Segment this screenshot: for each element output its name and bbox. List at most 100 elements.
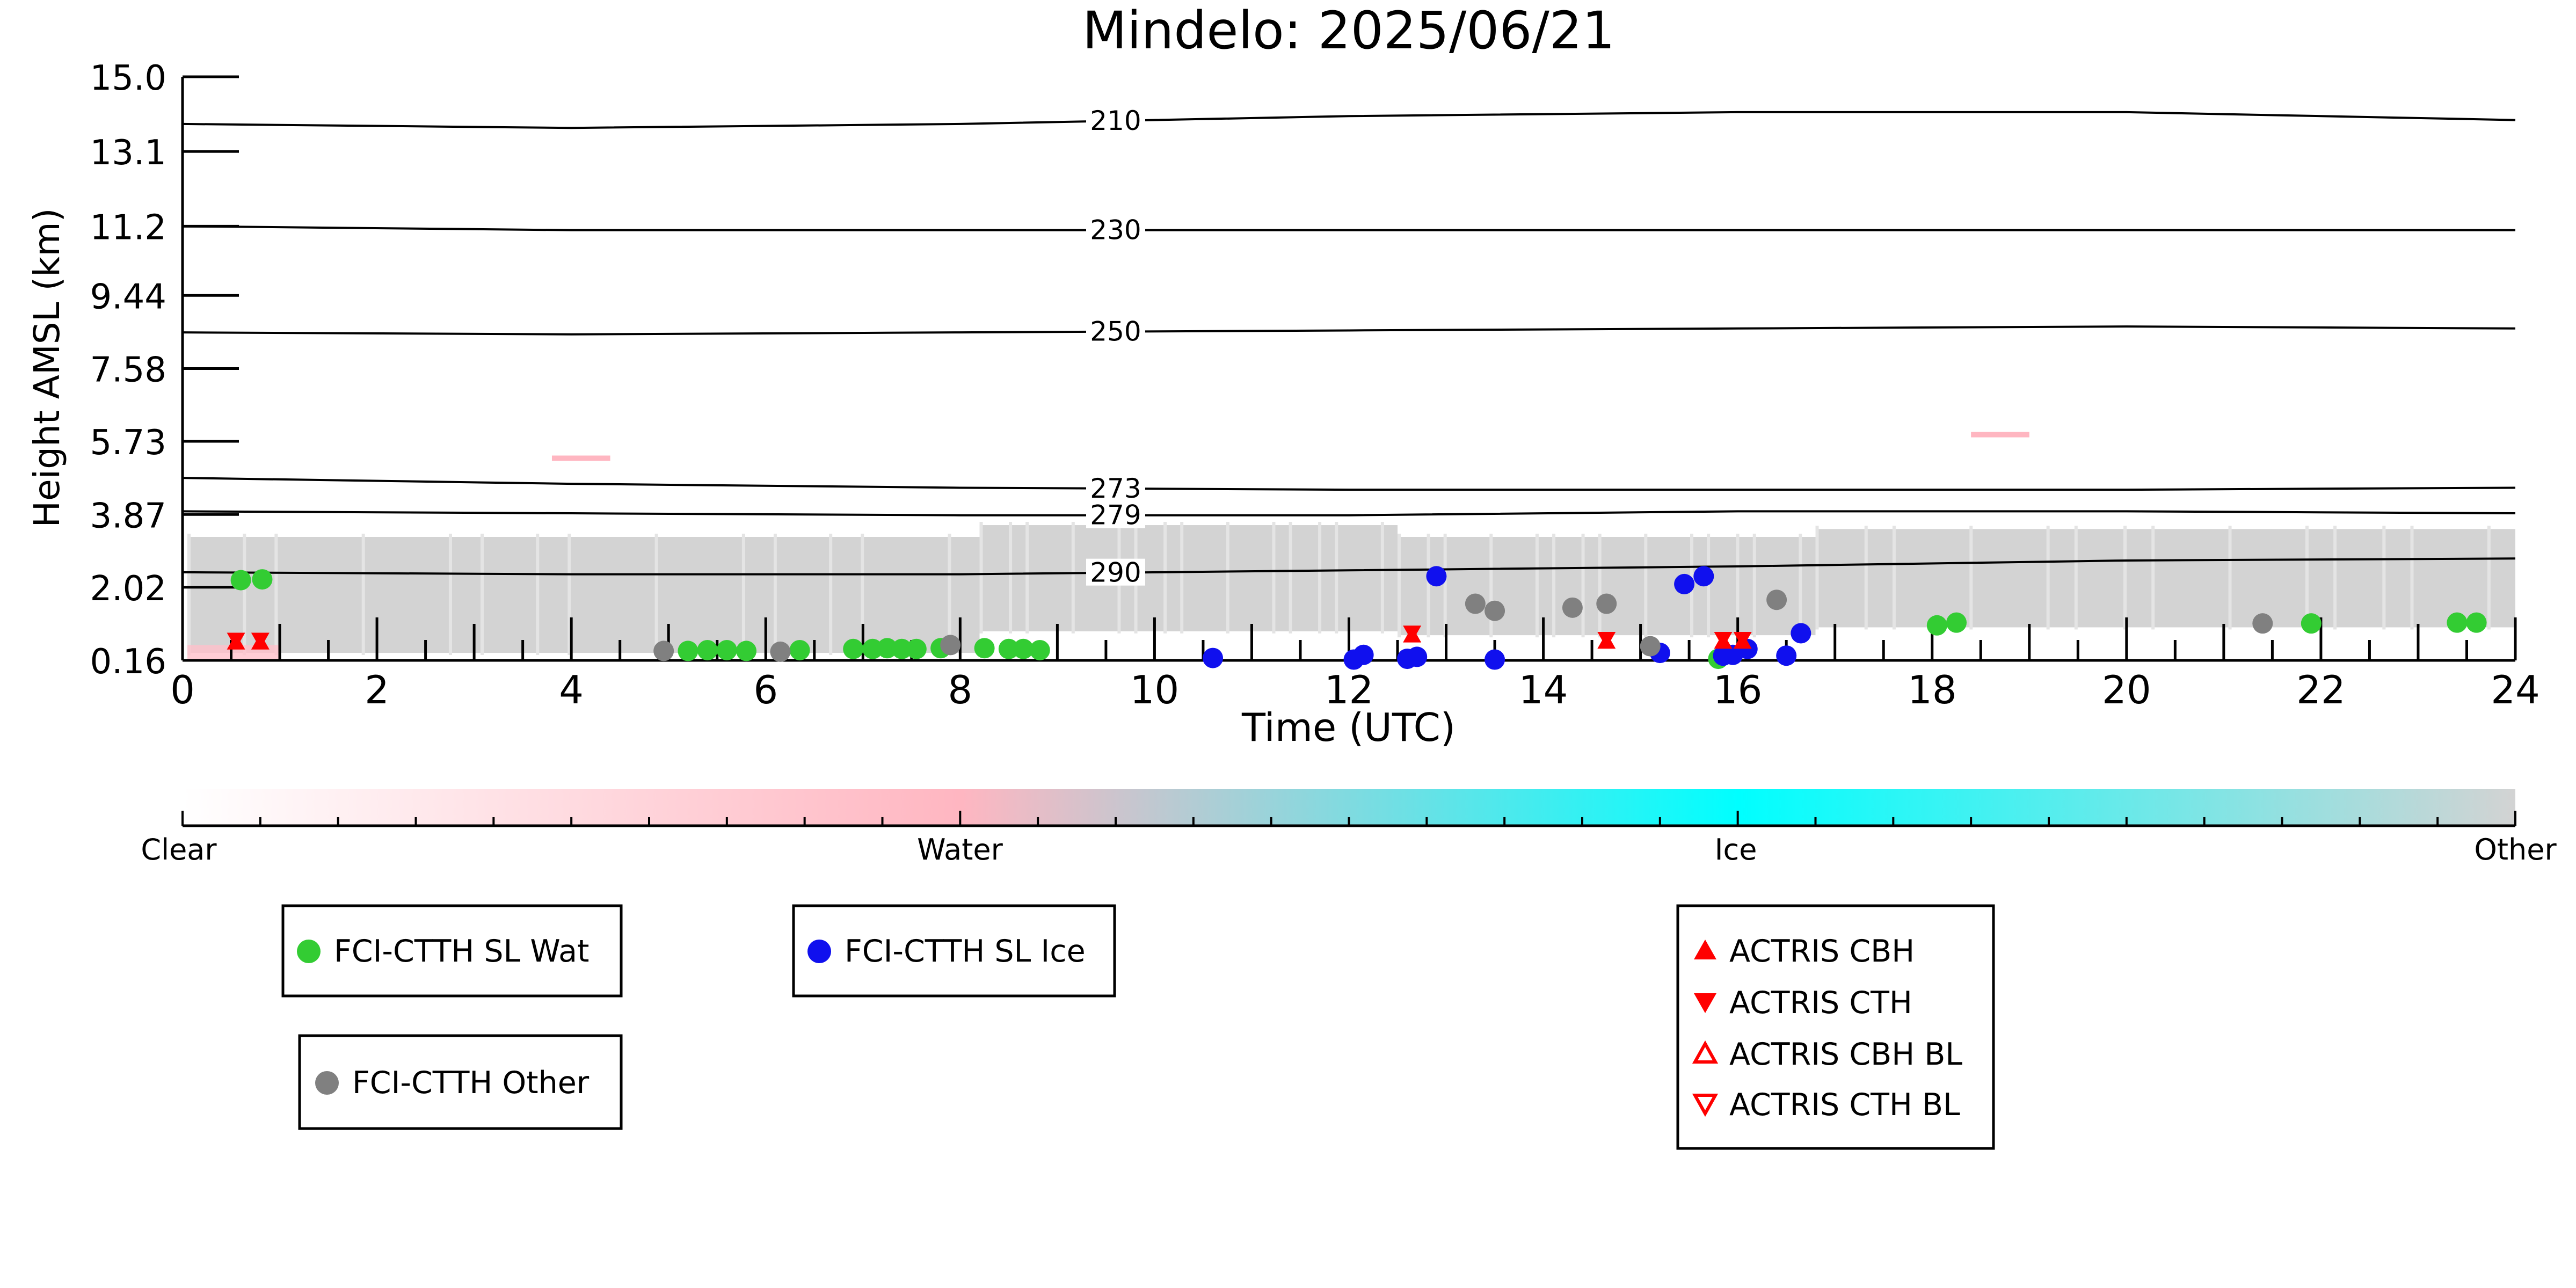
y-tick-label: 0.16: [90, 642, 167, 682]
legend-cbh-marker: [1694, 940, 1716, 959]
point-actris-cth: [1714, 631, 1733, 648]
classification-streak: [1318, 522, 1322, 634]
point-fci-ctth-sl-ice: [1791, 623, 1811, 644]
x-tick-label: 16: [1713, 667, 1763, 712]
chart-title: Mindelo: 2025/06/21: [1082, 1, 1615, 61]
y-tick-label: 5.73: [90, 423, 167, 463]
point-fci-ctth-sl-wat: [1926, 615, 1947, 636]
isotherm-line-250: [182, 325, 2516, 336]
point-fci-ctth-other: [1766, 590, 1787, 610]
plot-area: 2102302502732792900.162.023.875.737.589.…: [90, 59, 2540, 712]
classification-streak: [1736, 534, 1740, 638]
colorbar-label-clear: Clear: [141, 833, 217, 867]
classification-band-3: [1815, 529, 2515, 628]
classification-streak: [1289, 522, 1292, 634]
classification-streak: [1969, 526, 1973, 630]
legend-cbh-label: ACTRIS CBH: [1729, 934, 1915, 969]
point-fci-ctth-other: [1640, 636, 1661, 657]
colorbar-label-water: Water: [917, 833, 1003, 867]
classification-streak: [1398, 534, 1401, 638]
point-fci-ctth-sl-wat: [2447, 612, 2468, 633]
water-speckle-1: [1971, 432, 2029, 438]
legend-ice-frame: [792, 904, 1116, 998]
classification-streak: [1025, 522, 1029, 634]
point-fci-ctth-sl-ice: [1353, 644, 1374, 665]
classification-streak: [1892, 526, 1896, 630]
colorbar: Clear Water Ice Other: [141, 789, 2557, 867]
classification-streak: [480, 534, 484, 656]
point-fci-ctth-sl-wat: [2466, 612, 2487, 633]
y-tick-label: 7.58: [90, 351, 167, 390]
classification-streak: [861, 534, 864, 656]
point-actris-cth: [1597, 631, 1616, 648]
x-axis-label: Time (UTC): [1241, 705, 1456, 750]
x-tick-label: 6: [753, 667, 778, 712]
classification-streak: [1071, 522, 1075, 634]
classification-streak: [274, 534, 278, 656]
y-tick-label: 11.2: [90, 208, 167, 248]
isotherm-line-279: [182, 510, 2516, 516]
y-tick-label: 15.0: [90, 59, 167, 98]
y-tick-label: 2.02: [90, 569, 167, 609]
point-fci-ctth-sl-wat: [891, 638, 912, 659]
y-tick-label: 9.44: [90, 277, 167, 317]
classification-streak: [979, 522, 983, 634]
classification-streak: [741, 534, 745, 656]
y-tick-label: 13.1: [90, 133, 167, 173]
classification-streak: [1552, 534, 1556, 638]
point-actris-cth: [251, 632, 270, 649]
point-fci-ctth-sl-wat: [2301, 613, 2322, 634]
x-tick-label: 14: [1519, 667, 1568, 712]
isotherm-label-bg: [1086, 107, 1145, 134]
classification-streak: [773, 534, 777, 656]
classification-band-2: [1398, 537, 1816, 636]
classification-band-0: [187, 537, 980, 653]
legend-other: FCI-CTTH Other: [298, 1034, 623, 1130]
legend-other-frame: [298, 1034, 623, 1130]
legend-cth-marker: [1694, 993, 1716, 1013]
point-fci-ctth-sl-ice: [1693, 566, 1714, 587]
point-fci-ctth-sl-wat: [906, 638, 927, 659]
classification-streak: [1226, 522, 1229, 634]
classification-streak: [654, 534, 658, 656]
legend-ice-marker: [807, 940, 831, 963]
y-axis-label: Height AMSL (km): [26, 208, 68, 528]
isotherm-label-bg: [1086, 317, 1145, 345]
point-actris-cth: [1733, 631, 1752, 648]
point-fci-ctth-sl-ice: [1407, 646, 1428, 667]
isotherm-line-290: [182, 557, 2516, 576]
classification-streak: [2305, 526, 2309, 630]
point-fci-ctth-sl-wat: [998, 638, 1019, 659]
classification-streak: [2046, 526, 2050, 630]
legend-cbh-bl-marker: [1692, 1040, 1719, 1064]
classification-streak: [1427, 534, 1430, 638]
colorbar-label-ice: Ice: [1715, 833, 1757, 867]
legend-wat-marker: [297, 940, 321, 963]
point-fci-ctth-other: [1562, 597, 1583, 618]
classification-streak: [1598, 534, 1602, 638]
classification-streak: [448, 534, 452, 656]
classification-streak: [1163, 522, 1167, 634]
point-fci-ctth-sl-wat: [862, 638, 883, 659]
classification-streak: [243, 534, 246, 656]
point-fci-ctth-other: [940, 635, 961, 656]
point-fci-ctth-sl-wat: [1029, 639, 1050, 660]
classification-streak: [2333, 526, 2337, 630]
point-fci-ctth-sl-wat: [230, 570, 251, 591]
point-fci-ctth-sl-wat: [1013, 638, 1034, 659]
colorbar-label-other: Other: [2474, 833, 2557, 867]
point-fci-ctth-sl-ice: [1674, 573, 1695, 594]
classification-streak: [1380, 522, 1384, 634]
isotherm-label-290: 290: [1090, 557, 1141, 588]
legend-cth-bl-label: ACTRIS CTH BL: [1729, 1087, 1960, 1123]
isotherm-label-279: 279: [1090, 500, 1141, 531]
classification-streak: [2228, 526, 2232, 630]
classification-streak: [1644, 534, 1648, 638]
isotherm-label-bg: [1086, 501, 1145, 528]
isotherm-line-210: [182, 111, 2516, 129]
x-tick-label: 2: [365, 667, 389, 712]
point-fci-ctth-sl-wat: [252, 569, 273, 590]
isotherm-line-230: [182, 225, 2515, 231]
classification-streak: [1443, 534, 1447, 638]
